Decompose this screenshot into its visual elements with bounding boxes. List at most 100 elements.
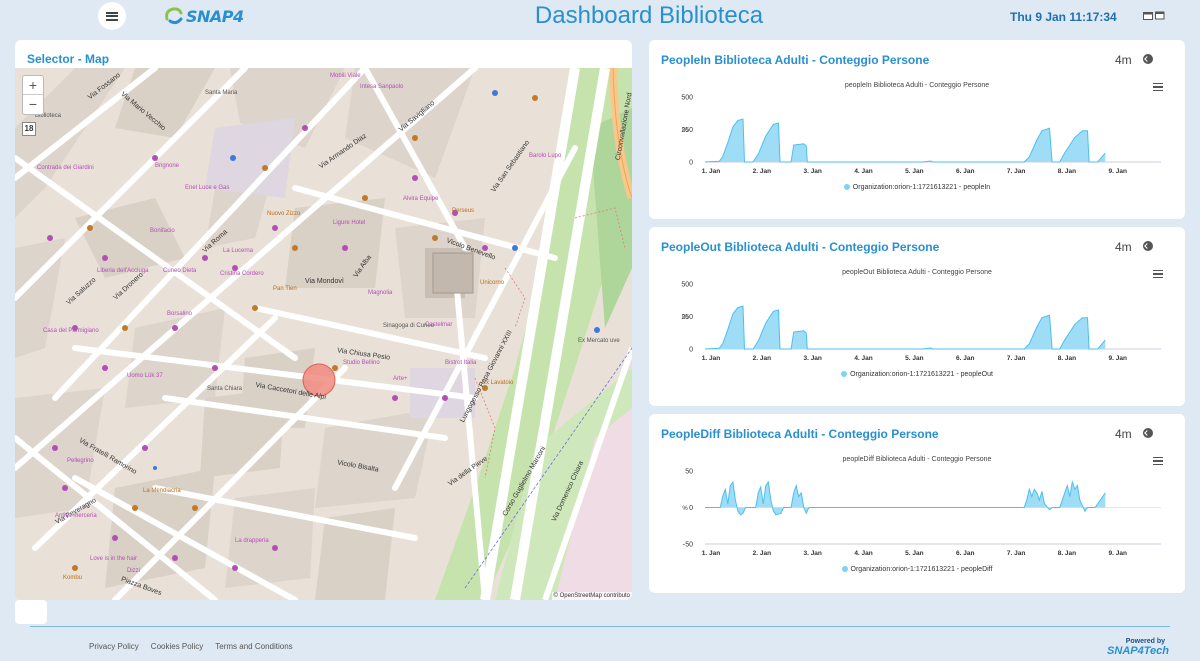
terms-link[interactable]: Terms and Conditions <box>215 642 293 651</box>
chart-plot: 50 0 -50% 1. Jan 2. Jan 3. Jan 4. Jan 5. Jan 6. … <box>682 469 1161 557</box>
place-label: Arte+ <box>393 376 408 382</box>
x-tick-label: 5. Jan <box>905 355 923 362</box>
y-axis-label: % <box>682 315 688 321</box>
chart-subtitle: peopleDiff Biblioteca Adulti - Conteggio… <box>842 456 992 463</box>
place-label: Liberia dell'Acciuga <box>97 268 149 274</box>
header: SNAP4 Dashboard Biblioteca Thu 9 Jan 11:… <box>0 0 1200 34</box>
place-label: Santa Chiara <box>207 386 243 392</box>
map-tiles <box>15 68 632 600</box>
snap4-logo: SNAP4 <box>163 5 244 27</box>
clock: Thu 9 Jan 11:17:34 <box>1010 10 1117 24</box>
zoom-level-badge: 18 <box>22 122 36 136</box>
place-label: Nuovo Zizzo <box>267 211 301 217</box>
chart-legend[interactable]: Organization:orion-1:1721613221 - people… <box>649 371 1185 378</box>
legend-label: Organization:orion-1:1721613221 - people… <box>852 184 991 191</box>
privacy-policy-link[interactable]: Privacy Policy <box>89 642 139 651</box>
time-range-label: 4m <box>1115 240 1132 254</box>
place-label: Cuneo Dieta <box>163 268 197 274</box>
y-tick-label: 0 <box>689 505 693 512</box>
footer-toggle-button[interactable] <box>15 600 47 624</box>
x-tick-label: 6. Jan <box>956 550 974 557</box>
chart-legend[interactable]: Organization:orion-1:1721613221 - people… <box>649 184 1185 191</box>
logo-text: SNAP4 <box>186 6 244 26</box>
time-range-label: 4m <box>1115 427 1132 441</box>
chart-widget-title: PeopleIn Biblioteca Adulti - Conteggio P… <box>661 53 930 67</box>
place-label: Biblioteca <box>35 113 62 119</box>
place-label: Contrada dei Giardini <box>37 165 94 171</box>
x-tick-label: 8. Jan <box>1058 550 1076 557</box>
snap4-logo-icon <box>165 7 183 25</box>
place-label: Bistrot Italia <box>445 360 477 366</box>
x-tick-label: 6. Jan <box>956 168 974 175</box>
chart-menu-icon[interactable] <box>1153 270 1163 278</box>
x-tick-label: 4. Jan <box>854 168 872 175</box>
footer-links: Privacy Policy Cookies Policy Terms and … <box>89 642 293 651</box>
window-icon[interactable] <box>1143 11 1165 21</box>
y-tick-label: 50 <box>685 469 693 476</box>
zoom-out-button[interactable]: − <box>28 96 38 112</box>
place-label: La Mendiacria <box>143 488 181 494</box>
cookies-policy-link[interactable]: Cookies Policy <box>150 642 204 651</box>
x-tick-label: 1. Jan <box>702 355 720 362</box>
x-tick-label: 5. Jan <box>905 550 923 557</box>
place-label: Cristina Cordero <box>220 271 264 277</box>
x-tick-label: 9. Jan <box>1109 355 1127 362</box>
place-label: Barolo Lupo <box>529 153 562 159</box>
place-label: Sinagoga di Cuneo <box>383 323 435 329</box>
legend-dot-icon <box>841 371 848 377</box>
dashboard-title: Dashboard Biblioteca <box>534 2 764 29</box>
legend-label: Organization:orion-1:1721613221 - people… <box>850 371 993 378</box>
place-label: Antica merceria <box>55 513 97 519</box>
place-label: Pan Tien <box>273 286 297 292</box>
time-arrow-icon[interactable] <box>1143 428 1153 438</box>
x-tick-label: 6. Jan <box>956 355 974 362</box>
place-label: Intesa Sanpaolo <box>360 84 404 90</box>
chart-plot: 500 250 0% 1. Jan 2. Jan 3. Jan 4. Jan 5. Jan 6.… <box>681 282 1161 362</box>
chart-widget-people-out: PeopleOut Biblioteca Adulti - Conteggio … <box>649 227 1185 406</box>
y-tick-label: 250 <box>681 127 693 134</box>
chart-subtitle: peopleOut Biblioteca Adulti - Conteggio … <box>842 269 992 276</box>
place-label: Casa del Parmigiano <box>43 328 99 334</box>
place-label: Ex Mercato uve <box>578 338 620 344</box>
legend-dot-icon <box>841 566 848 572</box>
place-label: Love is in the hair <box>90 556 138 562</box>
series-area <box>705 306 1106 349</box>
chart-menu-icon[interactable] <box>1153 83 1163 91</box>
map-attribution[interactable]: © OpenStreetMap contributo <box>551 592 632 600</box>
place-label: Unicorno <box>480 280 505 286</box>
chart-subtitle: peopleIn Biblioteca Adulti - Conteggio P… <box>844 82 990 89</box>
x-tick-label: 5. Jan <box>905 168 923 175</box>
place-label: Perseus <box>452 208 475 214</box>
chart-menu-icon[interactable] <box>1153 457 1163 465</box>
x-tick-label: 8. Jan <box>1058 168 1076 175</box>
time-arrow-icon[interactable] <box>1143 54 1153 64</box>
place-label: Studio Bellino <box>343 360 380 366</box>
place-label: La Lucerna <box>223 248 254 254</box>
series-line <box>705 480 1106 516</box>
x-tick-label: 2. Jan <box>753 168 771 175</box>
chart-widget-title: PeopleDiff Biblioteca Adulti - Conteggio… <box>661 427 939 441</box>
series-line <box>704 118 1106 163</box>
place-label: Brignone <box>155 163 180 169</box>
time-arrow-icon[interactable] <box>1143 241 1153 251</box>
x-tick-label: 4. Jan <box>854 550 872 557</box>
y-tick-label: -50 <box>683 542 693 549</box>
x-tick-label: 2. Jan <box>753 355 771 362</box>
place-label: Enel Luce e Gas <box>185 185 230 191</box>
x-tick-label: 9. Jan <box>1109 550 1127 557</box>
x-tick-label: 7. Jan <box>1007 355 1025 362</box>
x-tick-label: 7. Jan <box>1007 550 1025 557</box>
chart-legend[interactable]: Organization:orion-1:1721613221 - people… <box>649 566 1185 573</box>
y-tick-label: 0 <box>689 347 693 354</box>
map[interactable]: Via Fossano Via Armando Diaz Via Savigli… <box>15 68 632 600</box>
x-tick-label: 4. Jan <box>854 355 872 362</box>
map-widget: Selector - Map <box>15 40 632 600</box>
x-tick-label: 1. Jan <box>702 168 720 175</box>
series-line <box>704 305 1106 350</box>
menu-button[interactable] <box>98 2 126 30</box>
chart-widget-title: PeopleOut Biblioteca Adulti - Conteggio … <box>661 240 940 254</box>
zoom-control: + − <box>22 75 44 115</box>
zoom-in-button[interactable]: + <box>23 76 43 95</box>
x-tick-label: 1. Jan <box>702 550 720 557</box>
legend-dot-icon <box>843 184 850 190</box>
